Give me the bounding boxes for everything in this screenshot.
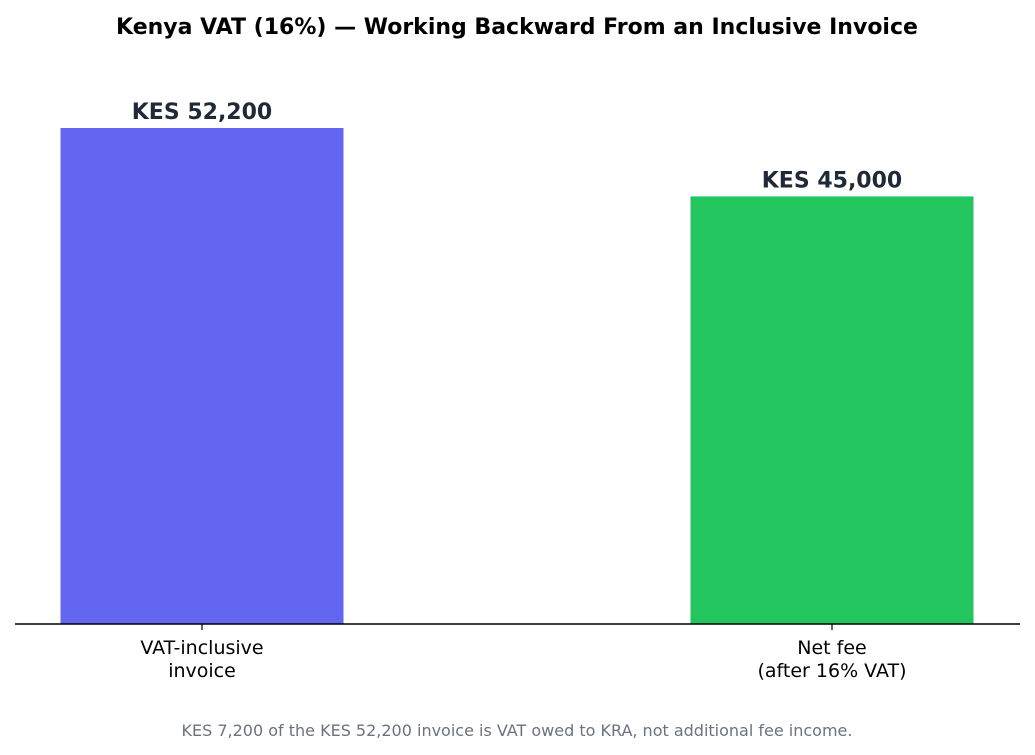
value-label-2: KES 45,000 (762, 168, 902, 193)
bar-2 (690, 196, 974, 624)
chart-title: Kenya VAT (16%) — Working Backward From … (116, 15, 918, 40)
x-tick-label-1: VAT-inclusive invoice (140, 637, 263, 682)
x-tick-label-line: (after 16% VAT) (758, 660, 907, 682)
x-tick-label-line: invoice (168, 660, 236, 682)
x-tick-label-line: VAT-inclusive (140, 637, 263, 659)
value-label-1: KES 52,200 (132, 100, 272, 125)
chart-caption: KES 7,200 of the KES 52,200 invoice is V… (182, 721, 853, 740)
bar-1 (60, 128, 344, 624)
bars-layer: KES 52,200 KES 45,000 (60, 100, 974, 624)
x-tick-label-2: Net fee (after 16% VAT) (758, 637, 907, 682)
x-tick-label-line: Net fee (797, 637, 866, 659)
x-ticks-layer: VAT-inclusive invoice Net fee (after 16% VA… (140, 624, 907, 682)
